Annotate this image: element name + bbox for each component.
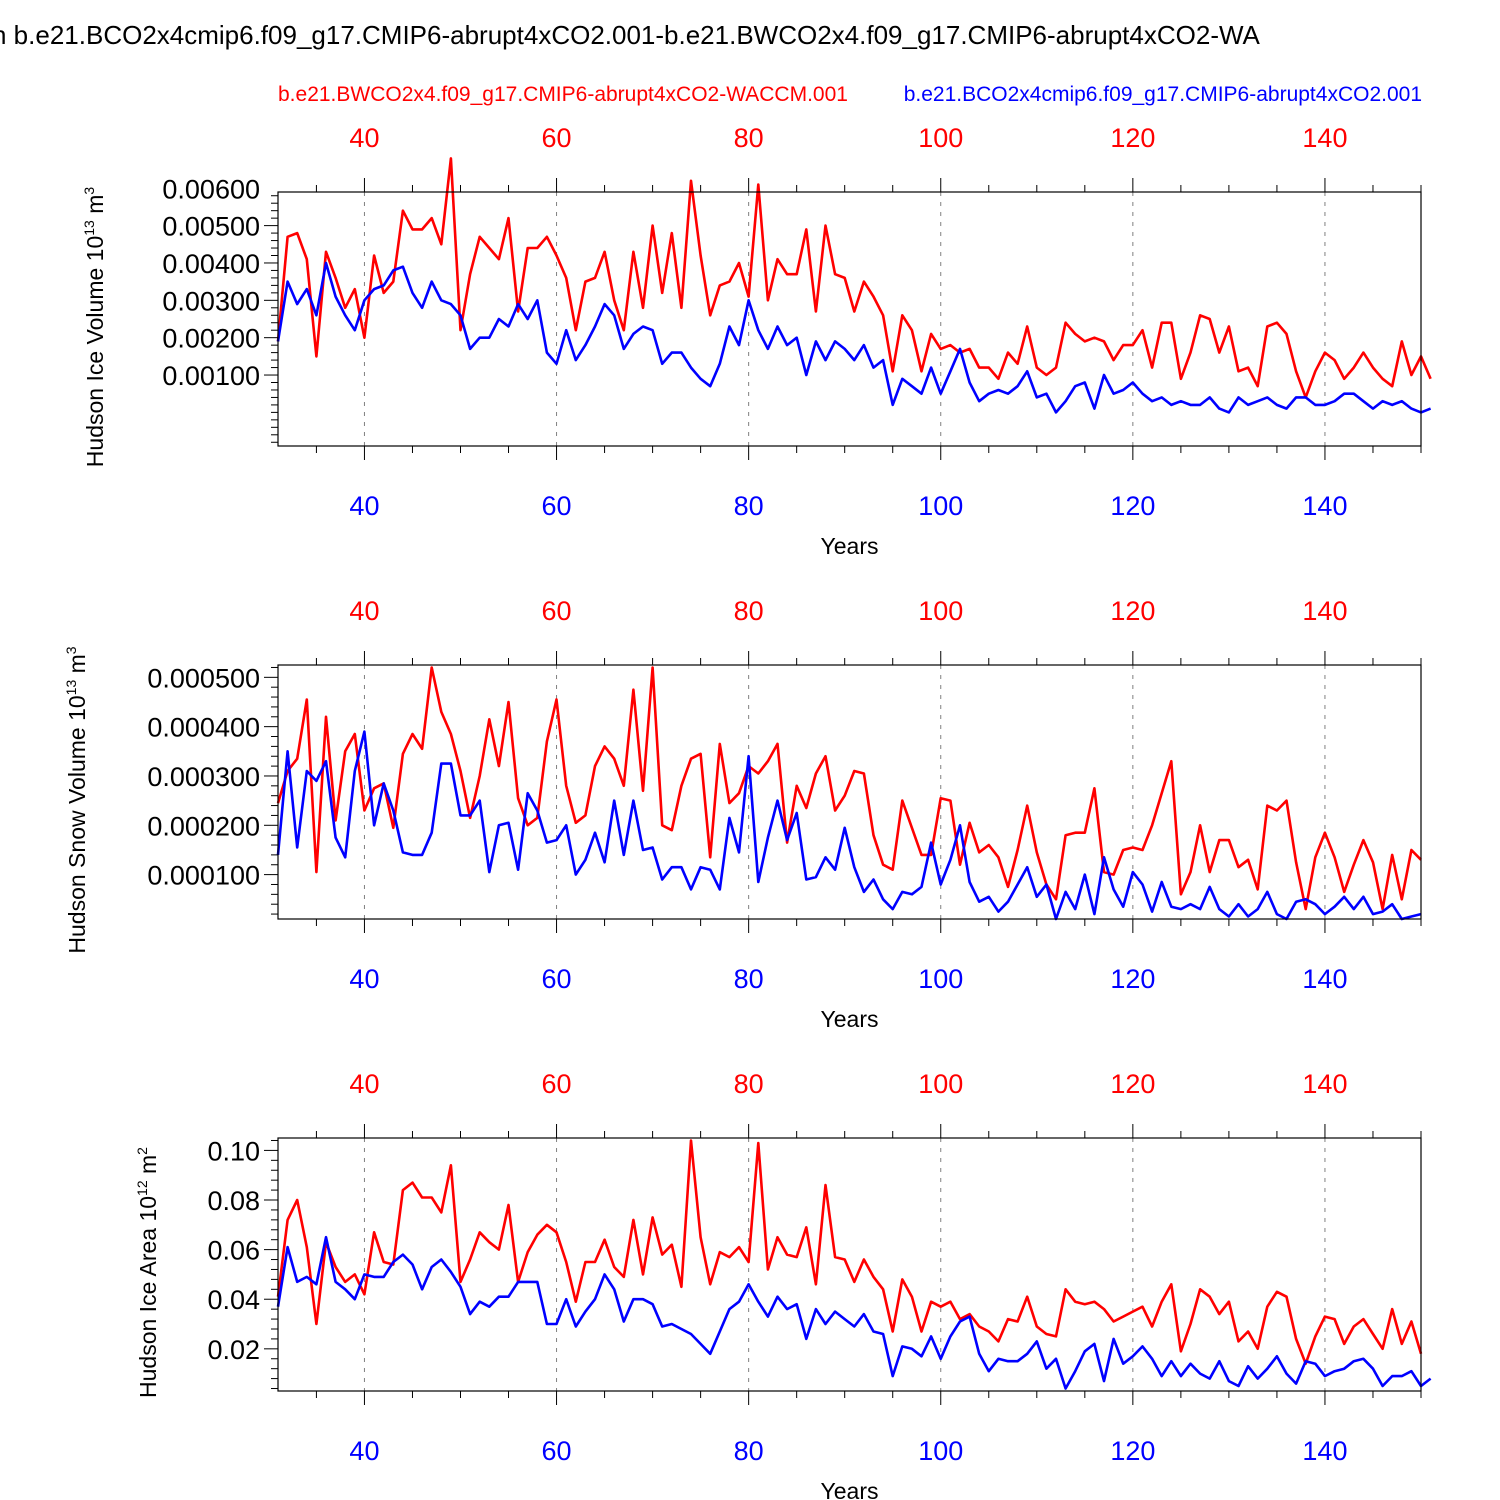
x-tick-label-top: 40 (349, 1069, 379, 1099)
y-tick-label: 0.000500 (147, 663, 260, 693)
chart-panel-2: 40 40 60 60 80 80 100 100 120 120 140 140 Years 0.000… (63, 596, 1422, 1032)
y-axis-label-part: m (82, 195, 108, 221)
y-tick-label: 0.000200 (147, 811, 260, 841)
y-tick-label: 0.00400 (162, 249, 260, 279)
x-tick-label-bottom: 80 (734, 1436, 764, 1466)
plot-frame (277, 191, 1422, 447)
plot-frame (277, 664, 1422, 920)
y-axis-label-part: 3 (81, 187, 97, 195)
y-tick-label: 0.00200 (162, 324, 260, 354)
x-tick-label-top: 60 (542, 123, 572, 153)
y-axis-label-part: m (135, 1155, 161, 1181)
y-axis-label-part: m (64, 654, 90, 680)
y-tick-label: 0.10 (207, 1136, 260, 1166)
x-tick-label-top: 80 (734, 596, 764, 626)
x-tick-label-bottom: 100 (918, 1436, 963, 1466)
y-tick-label: 0.000100 (147, 861, 260, 891)
y-axis-label-part: Hudson Ice Area 10 (135, 1196, 161, 1398)
y-axis-label-part: 13 (81, 220, 97, 236)
series-line-red (276, 666, 1422, 911)
y-tick-label: 0.08 (207, 1186, 260, 1216)
x-tick-label-bottom: 100 (918, 964, 963, 994)
y-axis-label: Hudson Ice Volume 1013 m3 (81, 187, 108, 468)
x-tick-label-bottom: 60 (542, 964, 572, 994)
chart-main-title: n b.e21.BCO2x4cmip6.f09_g17.CMIP6-abrupt… (0, 20, 1260, 50)
x-tick-label-top: 100 (918, 1069, 963, 1099)
legend-red-run: b.e21.BWCO2x4.f09_g17.CMIP6-abrupt4xCO2-… (278, 83, 848, 106)
x-tick-label-bottom: 40 (349, 491, 379, 521)
legend-blue-run: b.e21.BCO2x4cmip6.f09_g17.CMIP6-abrupt4x… (904, 83, 1422, 106)
x-tick-label-top: 140 (1302, 123, 1347, 153)
x-tick-label-top: 80 (734, 123, 764, 153)
series-line-blue (276, 1235, 1432, 1390)
x-tick-label-bottom: 60 (542, 1436, 572, 1466)
y-axis-label-part: 2 (134, 1147, 150, 1155)
series-line-blue (276, 261, 1432, 414)
series-line-red (276, 1139, 1423, 1365)
x-tick-label-top: 60 (542, 596, 572, 626)
x-tick-label-bottom: 40 (349, 964, 379, 994)
x-tick-label-top: 140 (1302, 596, 1347, 626)
x-tick-label-top: 140 (1302, 1069, 1347, 1099)
x-tick-label-bottom: 120 (1110, 491, 1155, 521)
x-tick-label-top: 120 (1110, 596, 1155, 626)
x-tick-label-bottom: 140 (1302, 491, 1347, 521)
y-axis-label: Hudson Ice Area 1012 m2 (134, 1147, 161, 1398)
plot-frame (277, 1137, 1422, 1392)
y-axis-label-part: 3 (63, 646, 79, 654)
series-line-blue (276, 730, 1422, 921)
x-tick-label-bottom: 120 (1110, 964, 1155, 994)
y-tick-label: 0.02 (207, 1335, 260, 1365)
y-tick-label: 0.000300 (147, 762, 260, 792)
y-axis-label-part: 12 (134, 1180, 150, 1196)
x-axis-label: Years (821, 1478, 879, 1500)
chart-panel-1: 40 40 60 60 80 80 100 100 120 120 140 140 Years 0.001… (81, 123, 1432, 559)
x-tick-label-bottom: 80 (734, 491, 764, 521)
x-tick-label-bottom: 140 (1302, 1436, 1347, 1466)
y-axis-label-part: 13 (63, 680, 79, 696)
y-tick-label: 0.06 (207, 1236, 260, 1266)
x-tick-label-top: 100 (918, 596, 963, 626)
chart-panel-3: 40 40 60 60 80 80 100 100 120 120 140 140 Years 0.02 0… (134, 1069, 1432, 1500)
x-tick-label-top: 60 (542, 1069, 572, 1099)
x-tick-label-top: 120 (1110, 1069, 1155, 1099)
y-tick-label: 0.00100 (162, 361, 260, 391)
x-axis-label: Years (821, 1006, 879, 1032)
y-axis-label-part: Hudson Ice Volume 10 (82, 236, 108, 467)
x-tick-label-top: 80 (734, 1069, 764, 1099)
y-axis-label-part: Hudson Snow Volume 10 (64, 695, 90, 953)
y-tick-label: 0.00500 (162, 212, 260, 242)
y-tick-label: 0.04 (207, 1285, 260, 1315)
x-tick-label-bottom: 100 (918, 491, 963, 521)
y-tick-label: 0.00600 (162, 174, 260, 204)
x-tick-label-bottom: 140 (1302, 964, 1347, 994)
x-axis-label: Years (821, 533, 879, 559)
y-tick-label: 0.000400 (147, 713, 260, 743)
x-tick-label-top: 40 (349, 123, 379, 153)
y-axis-label: Hudson Snow Volume 1013 m3 (63, 646, 90, 953)
x-tick-label-bottom: 40 (349, 1436, 379, 1466)
x-tick-label-top: 120 (1110, 123, 1155, 153)
y-tick-label: 0.00300 (162, 286, 260, 316)
x-tick-label-top: 100 (918, 123, 963, 153)
x-tick-label-top: 40 (349, 596, 379, 626)
x-tick-label-bottom: 60 (542, 491, 572, 521)
series-line-red (276, 157, 1432, 399)
x-tick-label-bottom: 80 (734, 964, 764, 994)
x-tick-label-bottom: 120 (1110, 1436, 1155, 1466)
